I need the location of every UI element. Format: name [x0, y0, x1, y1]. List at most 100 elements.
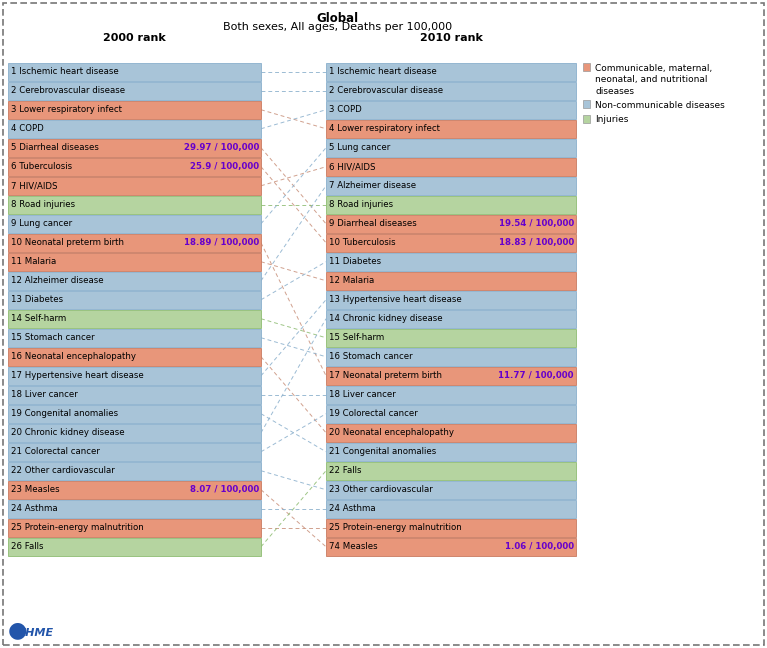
Text: 12 Alzheimer disease: 12 Alzheimer disease [11, 276, 104, 285]
Text: 22 Other cardiovascular: 22 Other cardiovascular [11, 467, 115, 475]
Text: 19.54 / 100,000: 19.54 / 100,000 [499, 219, 574, 228]
FancyBboxPatch shape [326, 348, 576, 365]
Text: 2 Cerebrovascular disease: 2 Cerebrovascular disease [11, 86, 125, 95]
Text: 17 Neonatal preterm birth: 17 Neonatal preterm birth [329, 371, 442, 380]
FancyBboxPatch shape [326, 158, 576, 176]
FancyBboxPatch shape [8, 215, 261, 233]
Text: 25 Protein-energy malnutrition: 25 Protein-energy malnutrition [329, 523, 462, 532]
FancyBboxPatch shape [326, 367, 576, 384]
Text: 5 Diarrheal diseases: 5 Diarrheal diseases [11, 143, 99, 152]
FancyBboxPatch shape [326, 481, 576, 498]
FancyBboxPatch shape [8, 158, 261, 176]
FancyBboxPatch shape [8, 101, 261, 119]
FancyBboxPatch shape [8, 253, 261, 270]
Text: 29.97 / 100,000: 29.97 / 100,000 [183, 143, 259, 152]
Text: 19 Colorectal cancer: 19 Colorectal cancer [329, 410, 418, 418]
FancyBboxPatch shape [326, 424, 576, 441]
Text: ●: ● [8, 620, 28, 640]
FancyBboxPatch shape [326, 310, 576, 327]
Text: 6 HIV/AIDS: 6 HIV/AIDS [329, 162, 376, 171]
FancyBboxPatch shape [326, 519, 576, 537]
FancyBboxPatch shape [326, 500, 576, 518]
Text: 8 Road injuries: 8 Road injuries [329, 200, 393, 209]
FancyBboxPatch shape [8, 424, 261, 441]
Text: 6 Tuberculosis: 6 Tuberculosis [11, 162, 72, 171]
FancyBboxPatch shape [326, 120, 576, 137]
FancyBboxPatch shape [326, 196, 576, 213]
FancyBboxPatch shape [326, 538, 576, 555]
Text: 18 Liver cancer: 18 Liver cancer [329, 390, 396, 399]
FancyBboxPatch shape [8, 196, 261, 213]
Text: 24 Asthma: 24 Asthma [11, 504, 58, 513]
Text: 1.06 / 100,000: 1.06 / 100,000 [505, 542, 574, 551]
FancyBboxPatch shape [326, 253, 576, 270]
Text: 74 Measles: 74 Measles [329, 542, 377, 551]
Text: 23 Measles: 23 Measles [11, 485, 60, 494]
Text: 21 Congenital anomalies: 21 Congenital anomalies [329, 447, 436, 456]
Text: Both sexes, All ages, Deaths per 100,000: Both sexes, All ages, Deaths per 100,000 [223, 22, 452, 32]
FancyBboxPatch shape [8, 443, 261, 461]
FancyBboxPatch shape [326, 329, 576, 347]
Text: 11 Malaria: 11 Malaria [11, 257, 56, 266]
Text: 7 Alzheimer disease: 7 Alzheimer disease [329, 181, 416, 191]
FancyBboxPatch shape [326, 82, 576, 100]
FancyBboxPatch shape [8, 386, 261, 404]
FancyBboxPatch shape [8, 481, 261, 498]
FancyBboxPatch shape [8, 538, 261, 555]
FancyBboxPatch shape [326, 462, 576, 480]
Text: 14 Self-harm: 14 Self-harm [11, 314, 66, 323]
Text: 1 Ischemic heart disease: 1 Ischemic heart disease [329, 67, 436, 76]
FancyBboxPatch shape [326, 177, 576, 194]
FancyBboxPatch shape [8, 519, 261, 537]
Text: 12 Malaria: 12 Malaria [329, 276, 374, 285]
Text: 4 COPD: 4 COPD [11, 124, 44, 133]
Text: Non-communicable diseases: Non-communicable diseases [595, 100, 725, 110]
FancyBboxPatch shape [326, 139, 576, 157]
FancyBboxPatch shape [8, 405, 261, 422]
FancyBboxPatch shape [8, 177, 261, 194]
Text: 3 COPD: 3 COPD [329, 105, 362, 114]
Text: 20 Chronic kidney disease: 20 Chronic kidney disease [11, 428, 124, 437]
Text: 2010 rank: 2010 rank [420, 33, 482, 43]
FancyBboxPatch shape [326, 215, 576, 233]
FancyBboxPatch shape [8, 310, 261, 327]
Text: 10 Neonatal preterm birth: 10 Neonatal preterm birth [11, 238, 124, 248]
FancyBboxPatch shape [326, 291, 576, 308]
Text: 11.77 / 100,000: 11.77 / 100,000 [499, 371, 574, 380]
Text: 8.07 / 100,000: 8.07 / 100,000 [189, 485, 259, 494]
Text: 23 Other cardiovascular: 23 Other cardiovascular [329, 485, 433, 494]
Text: IHME: IHME [22, 628, 54, 638]
Text: 24 Asthma: 24 Asthma [329, 504, 376, 513]
Text: Global: Global [317, 12, 358, 25]
Text: 21 Colorectal cancer: 21 Colorectal cancer [11, 447, 100, 456]
FancyBboxPatch shape [326, 63, 576, 80]
FancyBboxPatch shape [326, 272, 576, 290]
FancyBboxPatch shape [583, 115, 590, 123]
Text: 13 Hypertensive heart disease: 13 Hypertensive heart disease [329, 295, 462, 305]
FancyBboxPatch shape [326, 386, 576, 404]
Text: 13 Diabetes: 13 Diabetes [11, 295, 63, 305]
FancyBboxPatch shape [8, 272, 261, 290]
Text: 17 Hypertensive heart disease: 17 Hypertensive heart disease [11, 371, 143, 380]
FancyBboxPatch shape [8, 139, 261, 157]
FancyBboxPatch shape [8, 367, 261, 384]
FancyBboxPatch shape [8, 120, 261, 137]
Text: 3 Lower respiratory infect: 3 Lower respiratory infect [11, 105, 122, 114]
Text: 2 Cerebrovascular disease: 2 Cerebrovascular disease [329, 86, 443, 95]
Text: 19 Congenital anomalies: 19 Congenital anomalies [11, 410, 118, 418]
Text: Communicable, maternal,
neonatal, and nutritional
diseases: Communicable, maternal, neonatal, and nu… [595, 64, 713, 96]
FancyBboxPatch shape [326, 101, 576, 119]
Text: 18 Liver cancer: 18 Liver cancer [11, 390, 77, 399]
FancyBboxPatch shape [8, 234, 261, 251]
Text: 25 Protein-energy malnutrition: 25 Protein-energy malnutrition [11, 523, 143, 532]
Text: 5 Lung cancer: 5 Lung cancer [329, 143, 390, 152]
Text: 26 Falls: 26 Falls [11, 542, 44, 551]
Text: 20 Neonatal encephalopathy: 20 Neonatal encephalopathy [329, 428, 454, 437]
Text: 15 Stomach cancer: 15 Stomach cancer [11, 333, 94, 342]
FancyBboxPatch shape [8, 291, 261, 308]
Text: 1 Ischemic heart disease: 1 Ischemic heart disease [11, 67, 119, 76]
FancyBboxPatch shape [326, 234, 576, 251]
Text: Injuries: Injuries [595, 115, 628, 124]
FancyBboxPatch shape [8, 462, 261, 480]
Text: 18.83 / 100,000: 18.83 / 100,000 [499, 238, 574, 248]
